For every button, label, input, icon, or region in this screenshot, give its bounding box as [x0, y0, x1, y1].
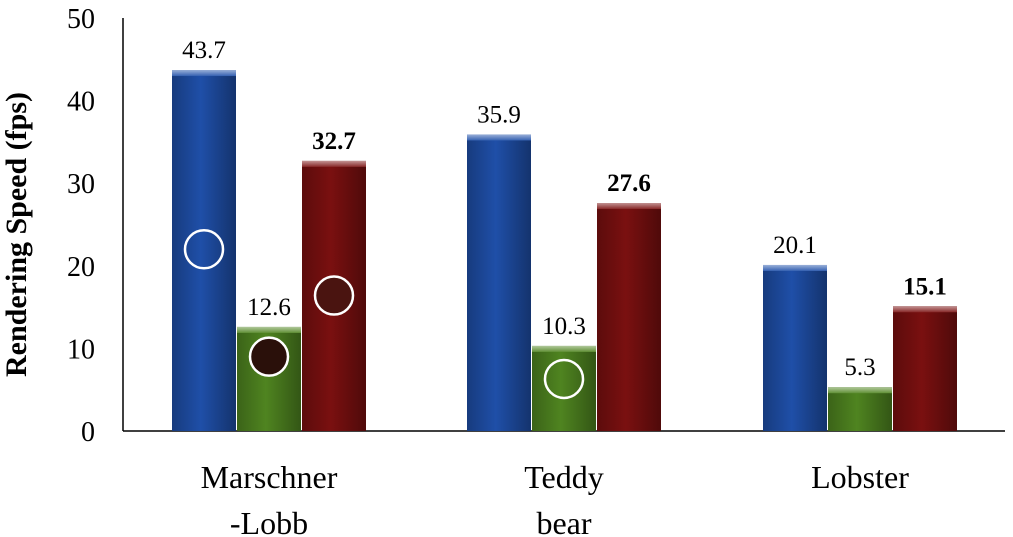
data-label: 20.1	[773, 232, 817, 259]
category-label: Teddy	[524, 459, 604, 495]
data-label: 15.1	[903, 273, 947, 300]
y-axis-label: Rendering Speed (fps)	[0, 92, 33, 377]
bar	[828, 387, 892, 431]
bar-top-bevel	[828, 387, 892, 394]
category-label: -Lobb	[230, 505, 308, 537]
bar-top-bevel	[172, 70, 236, 77]
y-tick-label: 20	[67, 252, 95, 283]
bar	[763, 264, 827, 431]
category-labels: Marschner -Lobb Teddy bear Lobster	[201, 459, 910, 537]
bars	[172, 70, 957, 432]
annotation-circle	[313, 275, 355, 316]
bar	[893, 306, 957, 431]
y-tick-label: 10	[67, 334, 95, 365]
bar-top-bevel	[893, 306, 957, 313]
data-label: 10.3	[542, 313, 586, 340]
data-label: 32.7	[312, 128, 356, 155]
bar	[172, 70, 236, 432]
bar-top-bevel	[467, 134, 531, 141]
bar	[532, 345, 596, 431]
category-label: Marschner	[201, 459, 338, 495]
data-labels: 43.7 35.9 20.1 12.6 10.3 5.3 32.7 27.6 15.1	[182, 37, 947, 381]
data-label: 27.6	[607, 170, 651, 197]
data-label: 12.6	[247, 294, 291, 321]
bar-top-bevel	[532, 345, 596, 352]
category-label: Lobster	[811, 459, 909, 495]
y-tick-label: 40	[67, 87, 95, 118]
category-label: bear	[536, 505, 591, 537]
annotation-circle	[543, 358, 585, 400]
bar-top-bevel	[237, 326, 301, 333]
y-tick-labels: 0 10 20 30 40 50	[67, 4, 95, 448]
data-label: 43.7	[182, 37, 226, 64]
y-tick-label: 30	[67, 169, 95, 200]
bar	[597, 203, 661, 431]
y-tick-label: 50	[67, 4, 95, 35]
annotation-markers	[183, 229, 585, 400]
bar-top-bevel	[763, 264, 827, 271]
bar-top-bevel	[302, 160, 366, 167]
data-label: 35.9	[477, 101, 521, 128]
annotation-circle	[248, 336, 290, 377]
bar-top-bevel	[597, 203, 661, 210]
annotation-circle	[183, 229, 225, 270]
data-label: 5.3	[844, 354, 875, 381]
bar	[467, 134, 531, 431]
y-tick-label: 0	[81, 417, 95, 448]
